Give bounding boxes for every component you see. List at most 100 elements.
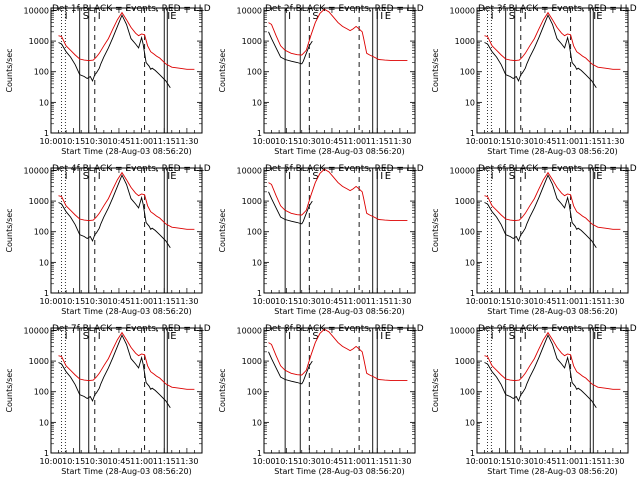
y-tick-label: 100 xyxy=(460,388,475,397)
plot-frame xyxy=(476,327,629,454)
lld-series-line xyxy=(268,8,408,62)
x-tick-label: 10:00 xyxy=(252,137,275,146)
x-tick-label: 11:15 xyxy=(366,297,389,306)
marker-label: I xyxy=(380,11,383,22)
marker-label: E xyxy=(170,171,176,182)
y-tick-label: 100 xyxy=(247,68,262,77)
y-tick-label: 1000 xyxy=(29,37,49,46)
x-tick-label: 11:30 xyxy=(388,137,411,146)
x-axis-label: Start Time (28-Aug-03 08:56:20) xyxy=(274,307,405,316)
marker-label: E xyxy=(385,11,391,22)
events-series-line xyxy=(268,31,313,65)
x-tick-label: 10:30 xyxy=(511,137,534,146)
y-tick-label: 10 xyxy=(39,418,49,427)
events-series-line xyxy=(58,14,171,88)
x-tick-label: 10:00 xyxy=(252,457,275,466)
panel-title: Det 9f BLACK = Events, RED = LLD xyxy=(478,324,637,334)
y-tick-label: 10000 xyxy=(237,6,262,15)
x-tick-label: 11:15 xyxy=(366,457,389,466)
x-tick-label: 11:15 xyxy=(153,137,176,146)
lld-series-line xyxy=(484,11,621,70)
y-tick-label: 100 xyxy=(460,228,475,237)
marker-label: I xyxy=(593,171,596,182)
y-tick-label: 10 xyxy=(465,98,475,107)
x-tick-label: 10:15 xyxy=(62,137,85,146)
detector-panel-8: Det 8f BLACK = Events, RED = LLDISIIE110… xyxy=(218,324,424,476)
events-series-line xyxy=(58,174,171,248)
x-tick-label: 10:30 xyxy=(511,457,534,466)
x-tick-label: 11:30 xyxy=(601,297,624,306)
y-tick-label: 1 xyxy=(257,129,262,138)
x-tick-label: 10:45 xyxy=(533,297,556,306)
x-tick-label: 10:30 xyxy=(85,457,108,466)
panel-title: Det 8f BLACK = Events, RED = LLD xyxy=(265,324,424,334)
marker-label: I xyxy=(65,171,68,182)
panel-title: Det 7f BLACK = Events, RED = LLD xyxy=(52,324,211,334)
y-tick-label: 10000 xyxy=(237,326,262,335)
y-tick-label: 100 xyxy=(34,68,49,77)
marker-label: I xyxy=(98,331,101,342)
x-tick-label: 10:45 xyxy=(533,457,556,466)
marker-label: I xyxy=(380,171,383,182)
x-tick-label: 11:30 xyxy=(175,297,198,306)
x-tick-label: 11:00 xyxy=(343,457,366,466)
x-axis-label: Start Time (28-Aug-03 08:56:20) xyxy=(61,307,192,316)
x-tick-label: 11:00 xyxy=(130,137,153,146)
y-tick-label: 10000 xyxy=(450,6,475,15)
y-tick-label: 10000 xyxy=(24,326,49,335)
x-tick-label: 10:00 xyxy=(39,457,62,466)
y-tick-label: 1 xyxy=(44,129,49,138)
y-tick-label: 1 xyxy=(470,289,475,298)
y-tick-label: 10000 xyxy=(237,166,262,175)
x-axis-label: Start Time (28-Aug-03 08:56:20) xyxy=(487,467,618,476)
x-tick-label: 10:30 xyxy=(298,137,321,146)
plot-frame xyxy=(476,167,629,294)
marker-label: I xyxy=(491,331,494,342)
x-tick-label: 10:45 xyxy=(320,137,343,146)
marker-label: S xyxy=(312,11,318,22)
x-tick-label: 10:15 xyxy=(488,457,511,466)
y-tick-label: 1 xyxy=(257,289,262,298)
x-tick-label: 10:00 xyxy=(465,297,488,306)
x-tick-label: 10:45 xyxy=(533,137,556,146)
x-tick-label: 11:00 xyxy=(130,297,153,306)
x-tick-label: 11:30 xyxy=(388,297,411,306)
marker-label: E xyxy=(170,331,176,342)
y-tick-label: 1000 xyxy=(242,37,262,46)
events-series-line xyxy=(268,191,313,225)
marker-label: E xyxy=(385,331,391,342)
lld-series-line xyxy=(484,171,621,230)
x-axis-label: Start Time (28-Aug-03 08:56:20) xyxy=(487,307,618,316)
events-series-line xyxy=(484,174,597,248)
y-tick-label: 10000 xyxy=(24,6,49,15)
marker-label: I xyxy=(65,331,68,342)
y-tick-label: 100 xyxy=(247,228,262,237)
panel-title: Det 2f BLACK = Events, RED = LLD xyxy=(265,4,424,14)
lld-series-line xyxy=(58,11,195,70)
lld-series-line xyxy=(58,171,195,230)
x-tick-label: 10:45 xyxy=(107,137,130,146)
marker-label: I xyxy=(524,171,527,182)
marker-label: I xyxy=(167,11,170,22)
y-tick-label: 1 xyxy=(44,289,49,298)
x-tick-label: 11:15 xyxy=(366,137,389,146)
marker-label: E xyxy=(170,11,176,22)
x-tick-label: 11:15 xyxy=(153,457,176,466)
x-tick-label: 11:00 xyxy=(556,137,579,146)
x-tick-label: 10:15 xyxy=(62,457,85,466)
x-axis-label: Start Time (28-Aug-03 08:56:20) xyxy=(61,467,192,476)
events-series-line xyxy=(484,334,597,408)
x-tick-label: 11:30 xyxy=(601,457,624,466)
x-tick-label: 10:15 xyxy=(488,297,511,306)
plot-frame xyxy=(50,327,203,454)
marker-label: E xyxy=(596,11,602,22)
y-tick-label: 100 xyxy=(247,388,262,397)
marker-label: I xyxy=(288,171,291,182)
panel-title: Det 1f BLACK = Events, RED = LLD xyxy=(52,4,211,14)
x-tick-label: 10:00 xyxy=(465,137,488,146)
x-axis-label: Start Time (28-Aug-03 08:56:20) xyxy=(61,147,192,156)
events-series-line xyxy=(268,351,313,385)
lld-series-line xyxy=(484,331,621,390)
